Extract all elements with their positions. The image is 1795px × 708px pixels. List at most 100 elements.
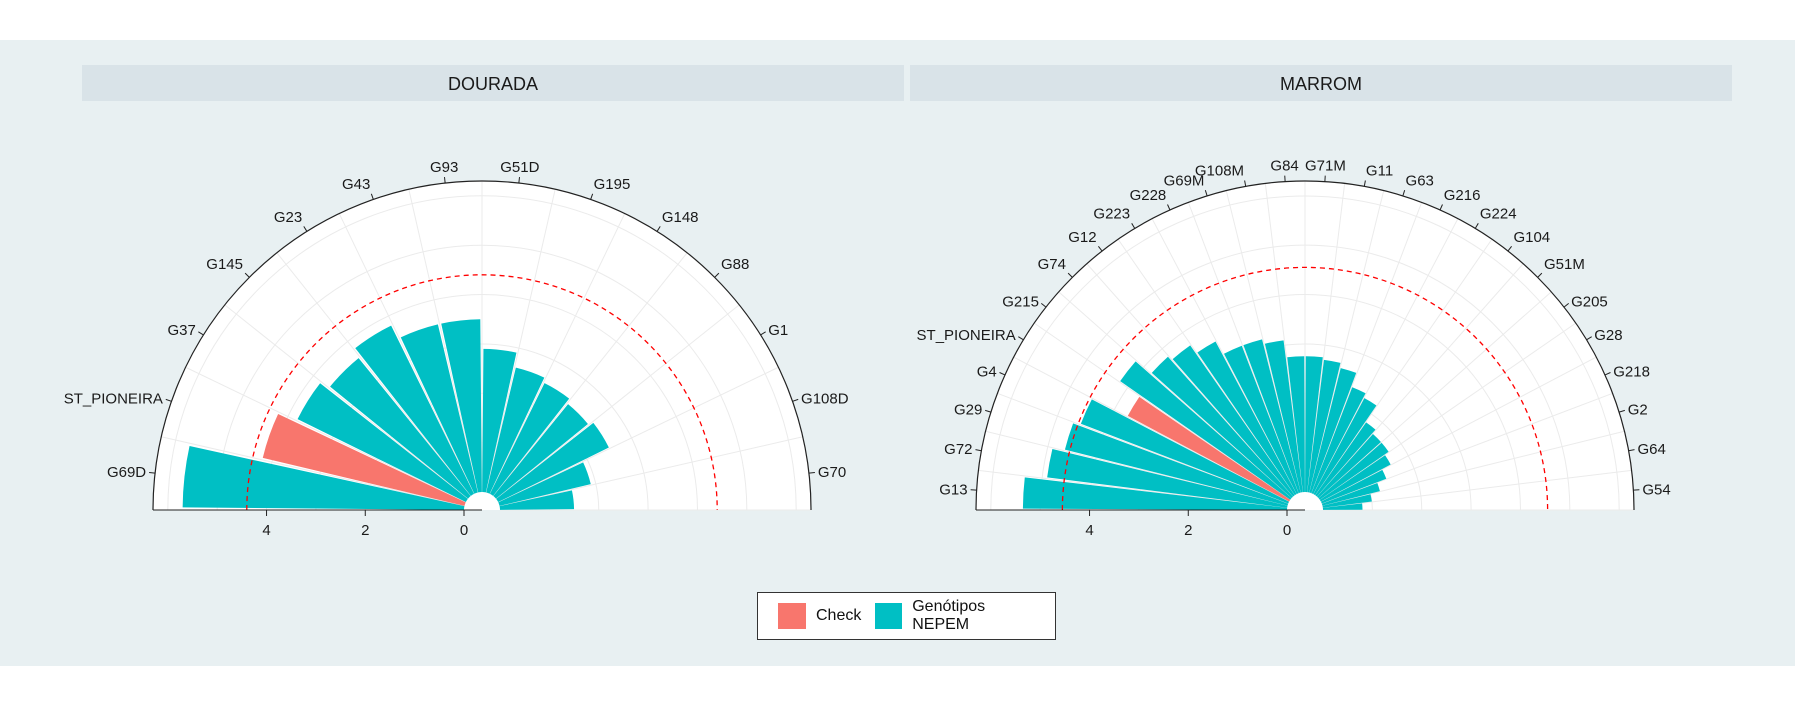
panel-strip	[910, 65, 1732, 101]
category-label: G88	[721, 256, 749, 273]
category-tick	[149, 471, 156, 474]
reference-line	[246, 274, 718, 511]
bar-g216	[1311, 387, 1366, 495]
bar-g71m	[1305, 356, 1323, 493]
grid-spoke	[492, 252, 688, 497]
grid-ring	[1089, 294, 1521, 511]
bar-g1	[496, 422, 609, 503]
bar-g43	[400, 324, 478, 494]
bar-g205	[1318, 442, 1389, 500]
radial-tick-label: 4	[1085, 522, 1093, 539]
category-tick	[1167, 204, 1171, 211]
bar-g28	[1319, 455, 1391, 502]
grid-spoke	[489, 213, 626, 494]
panel-title: DOURADA	[448, 74, 538, 94]
reference-line	[1061, 267, 1549, 511]
bar-g12	[1172, 345, 1295, 497]
grid-spoke	[1151, 218, 1298, 495]
grid-spoke	[485, 189, 556, 493]
category-tick	[303, 226, 308, 232]
bar-g84	[1287, 356, 1305, 493]
category-label: G69M	[1164, 172, 1205, 189]
category-label: G28	[1594, 327, 1622, 344]
legend-swatch-nepem	[875, 603, 903, 629]
bar-g11	[1307, 359, 1341, 493]
radial-tick-label: 4	[262, 522, 270, 539]
category-label: G84	[1270, 158, 1298, 175]
category-tick	[1363, 180, 1366, 187]
grid-spoke	[1320, 356, 1597, 503]
grid-ring	[216, 244, 748, 511]
bar-g88	[493, 404, 588, 499]
category-label: G4	[977, 363, 997, 380]
category-label: G108M	[1195, 163, 1244, 180]
bar-g215	[1120, 361, 1292, 500]
grid-spoke	[1314, 238, 1493, 496]
category-label: ST_PIONEIRA	[64, 390, 163, 407]
radial-tick-label: 2	[1184, 522, 1192, 539]
grid-spoke	[1013, 356, 1290, 503]
category-label: G104	[1513, 229, 1550, 246]
grid-spoke	[978, 469, 1288, 509]
category-tick	[1018, 336, 1024, 341]
category-label: G37	[167, 322, 195, 339]
category-tick	[792, 398, 799, 402]
grid-ring	[414, 442, 550, 511]
grid-spoke	[1033, 322, 1291, 501]
category-tick	[1204, 190, 1208, 197]
bar-g64	[1322, 494, 1372, 508]
category-tick	[1040, 303, 1047, 308]
category-label: G228	[1130, 187, 1167, 204]
grid-spoke	[1321, 392, 1613, 505]
grid-spoke	[1086, 263, 1294, 497]
category-label: G2	[1628, 401, 1648, 418]
grid-spoke	[276, 252, 472, 497]
category-label: G215	[1002, 294, 1039, 311]
bar-g69m	[1243, 339, 1301, 494]
category-label: G23	[274, 209, 302, 226]
outer-arc	[975, 180, 1635, 511]
category-label: G64	[1637, 441, 1665, 458]
category-tick	[808, 471, 815, 474]
category-label: G29	[954, 401, 982, 418]
category-tick	[714, 272, 720, 278]
category-tick	[1067, 272, 1073, 278]
category-tick	[198, 331, 204, 336]
bar-g69d	[182, 446, 465, 510]
category-label: G223	[1093, 206, 1130, 223]
grid-spoke	[408, 189, 479, 493]
bar-g223	[1197, 341, 1297, 496]
panel-title: MARROM	[1280, 74, 1362, 94]
category-tick	[1474, 223, 1479, 229]
category-label: G13	[939, 482, 967, 499]
radial-tick-label: 2	[361, 522, 369, 539]
grid-spoke	[997, 392, 1289, 505]
category-label: G12	[1068, 229, 1096, 246]
panel-dourada: DOURADA G69D ST_PIONEIRA G37 G145 G23 G43 G93 G5…	[64, 65, 904, 539]
category-label: G218	[1613, 363, 1650, 380]
legend-swatch-check	[778, 603, 806, 629]
bar-g104	[1315, 422, 1376, 497]
category-tick	[1563, 303, 1570, 308]
grid-spoke	[224, 304, 469, 500]
category-label: G1	[768, 322, 788, 339]
category-tick	[1618, 409, 1625, 413]
bar-g70	[499, 490, 575, 510]
category-tick	[1628, 449, 1635, 452]
category-tick	[1402, 190, 1406, 197]
grid-spoke	[1264, 183, 1304, 493]
grid-ring	[990, 195, 1620, 511]
grid-spoke	[1319, 322, 1577, 501]
bar-g108m	[1264, 340, 1303, 493]
category-tick	[244, 272, 250, 278]
grid-ring	[167, 195, 797, 511]
bar-g29	[1064, 423, 1289, 506]
legend-item-check: Check	[778, 603, 861, 629]
legend-label-nepem: Genótipos NEPEM	[912, 598, 986, 633]
grid-spoke	[1322, 430, 1625, 507]
grid-ring	[1138, 343, 1472, 511]
legend: Check Genótipos NEPEM	[757, 592, 1056, 640]
bar-g23	[355, 325, 475, 496]
bar-g37	[297, 383, 468, 503]
